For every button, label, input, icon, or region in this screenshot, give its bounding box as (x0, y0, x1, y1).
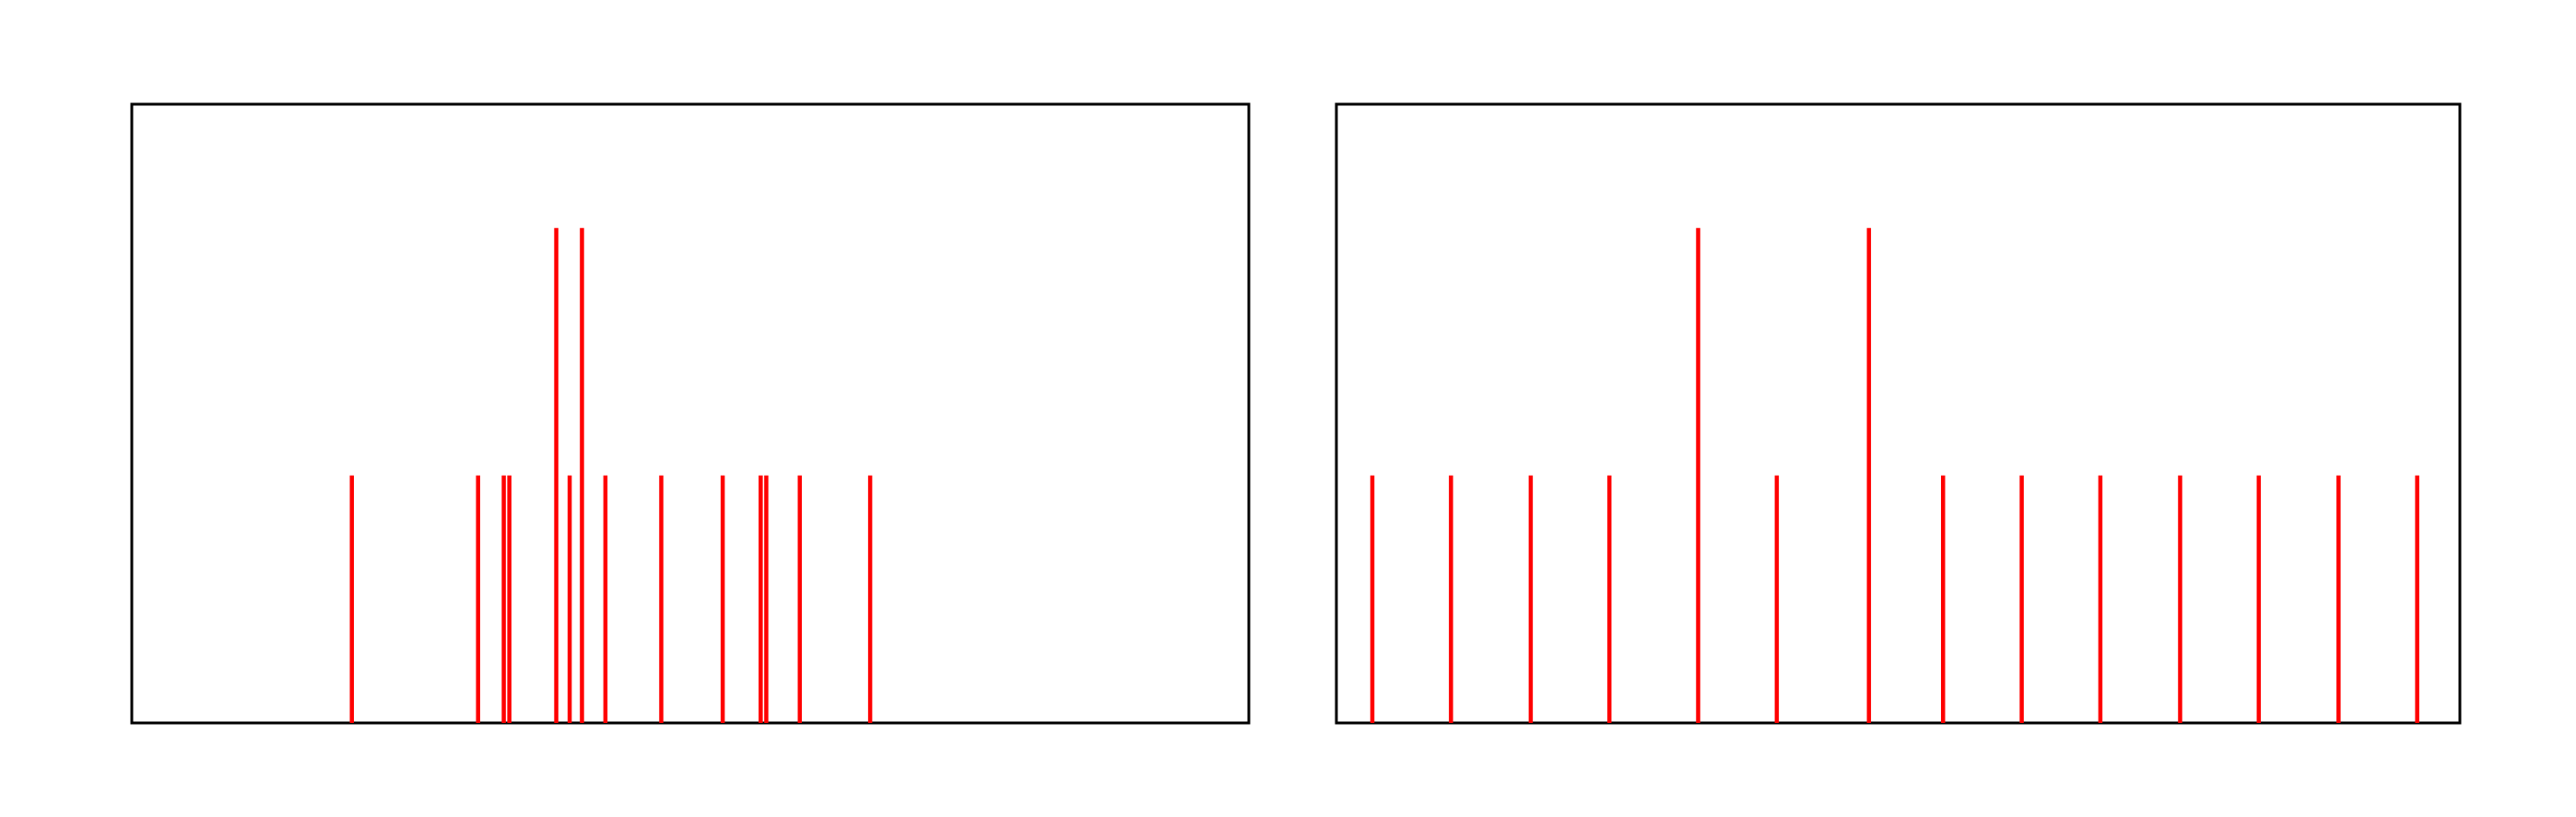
right-spikes (1370, 228, 2419, 723)
left-spikes (349, 228, 873, 723)
right-plot-frame (1335, 102, 2462, 725)
right-stem-chart (1335, 102, 2462, 725)
left-plot-frame (130, 102, 1251, 725)
left-stem-chart (130, 102, 1251, 725)
